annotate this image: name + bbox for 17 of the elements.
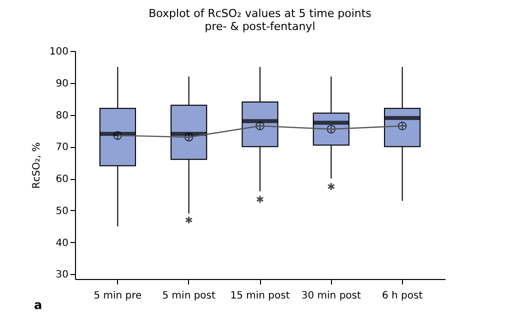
x-tick-label: 30 min post [301,290,361,302]
x-tick-label: 6 h post [382,290,423,302]
x-tick-label: 5 min pre [94,290,142,302]
y-tick-label: 50 [56,206,68,217]
chart-title: Boxplot of RcSO₂ values at 5 time points [148,7,372,20]
x-tick-label: 15 min post [230,290,290,302]
y-tick-label: 80 [56,110,68,122]
y-tick-label: 30 [56,270,68,281]
y-axis-title: RcSO₂, % [31,142,42,189]
text: a [34,298,42,312]
y-tick-label: 40 [56,238,68,249]
y-tick-label: 70 [56,142,68,154]
y-tick-label: 60 [56,174,68,186]
y-tick-label: 90 [56,78,68,90]
chart-subtitle: pre- & post-fentanyl [204,20,316,33]
x-tick-label: 5 min post [162,290,216,302]
y-tick-label: 100 [49,46,68,58]
